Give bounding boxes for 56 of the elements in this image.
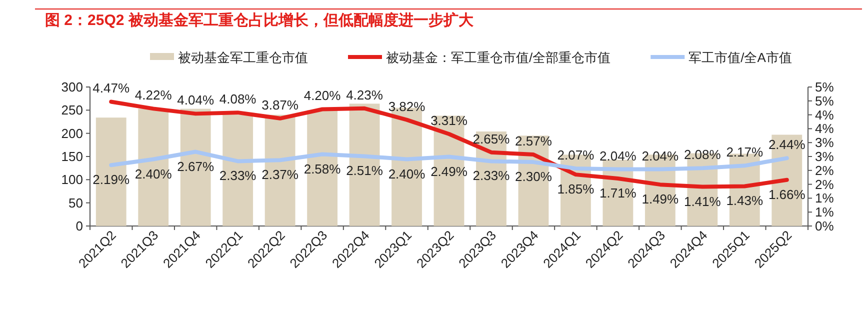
data-label: 2.58% xyxy=(304,161,342,176)
data-label: 1.71% xyxy=(600,185,637,200)
data-label: 2.67% xyxy=(177,158,214,174)
data-label: 2.07% xyxy=(557,147,595,162)
data-label: 4.04% xyxy=(177,92,214,108)
data-label: 1.49% xyxy=(642,192,680,207)
data-label: 2.40% xyxy=(388,166,426,182)
data-label: 2.57% xyxy=(515,134,552,149)
data-label: 1.43% xyxy=(726,193,764,208)
data-label: 2.30% xyxy=(515,169,552,184)
y2-tick-label: 4% xyxy=(815,107,834,122)
y-tick-label: 0 xyxy=(76,218,83,234)
data-label: 3.31% xyxy=(430,112,468,128)
data-label: 2.08% xyxy=(684,147,722,162)
data-label: 2.33% xyxy=(219,168,257,184)
data-label: 2.04% xyxy=(600,148,637,164)
data-label: 2.04% xyxy=(642,148,680,164)
data-label: 1.66% xyxy=(768,186,806,202)
data-label: 2.37% xyxy=(262,167,299,182)
y-tick-label: 50 xyxy=(68,195,83,210)
data-label: 4.20% xyxy=(304,88,342,104)
chart-title: 图 2：25Q2 被动基金军工重仓占比增长，但低配幅度进一步扩大 xyxy=(45,11,474,29)
y2-tick-label: 1% xyxy=(815,190,834,206)
data-label: 4.23% xyxy=(346,87,384,102)
data-label: 2.17% xyxy=(726,144,764,160)
data-label: 4.47% xyxy=(92,80,130,96)
data-label: 2.44% xyxy=(768,137,806,152)
data-label: 2.65% xyxy=(472,131,510,146)
data-label: 2.19% xyxy=(92,172,130,188)
y-tick-label: 150 xyxy=(61,149,83,164)
y2-tick-label: 5% xyxy=(815,93,834,108)
y2-tick-label: 3% xyxy=(815,149,834,164)
data-label: 3.87% xyxy=(262,97,299,112)
legend-label: 军工市值/全A市值 xyxy=(688,50,792,65)
y2-tick-label: 4% xyxy=(815,121,834,136)
data-label: 4.22% xyxy=(134,88,172,103)
y2-tick-label: 0% xyxy=(815,218,834,234)
data-label: 3.82% xyxy=(388,98,426,114)
data-label: 2.49% xyxy=(430,164,468,179)
legend-label: 被动基金军工重仓市值 xyxy=(178,50,308,65)
y2-tick-label: 5% xyxy=(815,80,834,94)
legend-label: 被动基金：军工重仓市值/全部重仓市值 xyxy=(386,50,611,65)
data-label: 2.33% xyxy=(472,168,510,184)
y-tick-label: 300 xyxy=(61,80,83,94)
data-label: 1.41% xyxy=(684,194,722,209)
data-label: 1.85% xyxy=(557,182,595,197)
y2-tick-label: 2% xyxy=(815,176,834,192)
y-tick-label: 100 xyxy=(61,172,83,188)
data-label: 4.08% xyxy=(219,92,257,107)
data-label: 2.51% xyxy=(346,163,384,178)
y2-tick-label: 2% xyxy=(815,162,834,178)
data-label: 2.40% xyxy=(134,166,172,182)
y2-tick-label: 1% xyxy=(815,204,834,220)
y-tick-label: 250 xyxy=(61,102,83,118)
y2-tick-label: 3% xyxy=(815,135,834,150)
y-tick-label: 200 xyxy=(61,126,83,141)
